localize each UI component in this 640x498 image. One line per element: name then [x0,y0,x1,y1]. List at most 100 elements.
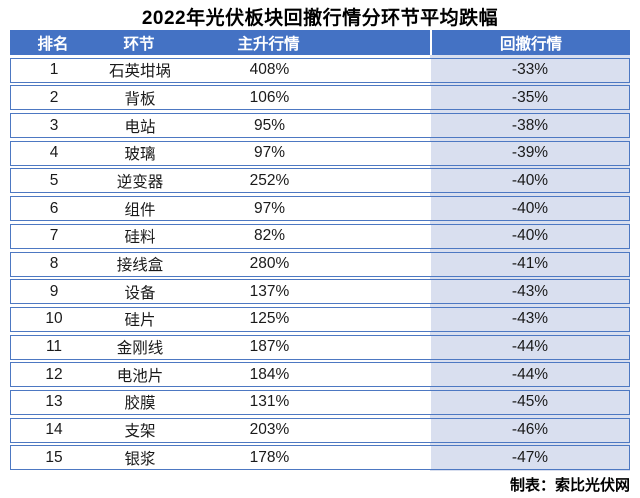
drawdown-cell: -38% [511,116,549,134]
rank-cell: 15 [11,446,97,470]
spacer-cell [356,446,431,470]
rank-cell: 7 [11,224,97,248]
segment-cell: 电池片 [97,363,183,387]
segment-cell: 支架 [97,418,183,442]
segment-cell: 石英坩埚 [97,58,183,82]
rise-cell: 95% [183,114,356,138]
table-row: 8 接线盒 280% -41% [10,251,630,277]
table-row: 1 石英坩埚 408% -33% [10,57,630,83]
spacer-cell [356,280,431,304]
spacer-cell [356,169,431,193]
segment-cell: 设备 [97,280,183,304]
rank-cell: 12 [11,363,97,387]
segment-cell: 银浆 [97,446,183,470]
rise-cell: 280% [183,252,356,276]
rise-cell: 178% [183,446,356,470]
header-rank: 排名 [37,35,69,53]
source-credit: 制表：索比光伏网 [509,477,630,494]
rank-cell: 2 [11,86,97,110]
segment-cell: 背板 [97,86,183,110]
segment-cell: 金刚线 [97,335,183,359]
page-title: 2022年光伏板块回撤行情分环节平均跌幅 [141,8,499,29]
rank-cell: 4 [11,141,97,165]
spacer-cell [356,307,431,331]
table-row: 6 组件 97% -40% [10,196,630,222]
rise-cell: 187% [183,335,356,359]
spacer-cell [356,114,431,138]
spacer-cell [356,86,431,110]
segment-cell: 胶膜 [97,390,183,414]
rise-cell: 97% [183,141,356,165]
segment-cell: 玻璃 [97,141,183,165]
table-row: 3 电站 95% -38% [10,113,630,139]
spacer-cell [356,141,431,165]
rank-cell: 3 [11,114,97,138]
table-row: 15 银浆 178% -47% [10,445,630,471]
spacer-cell [356,252,431,276]
drawdown-cell: -47% [511,448,549,466]
table-row: 5 逆变器 252% -40% [10,168,630,194]
segment-cell: 硅料 [97,224,183,248]
rank-cell: 5 [11,169,97,193]
header-rise: 主升行情 [237,35,300,53]
rise-cell: 131% [183,390,356,414]
spacer-cell [356,335,431,359]
rank-cell: 13 [11,390,97,414]
rise-cell: 408% [183,58,356,82]
spacer-cell [356,418,431,442]
table-row: 14 支架 203% -46% [10,417,630,443]
drawdown-cell: -45% [511,393,549,411]
table-row: 11 金刚线 187% -44% [10,334,630,360]
header-spacer [355,30,430,55]
rank-cell: 9 [11,280,97,304]
table-row: 7 硅料 82% -40% [10,223,630,249]
spacer-cell [356,390,431,414]
spacer-cell [356,224,431,248]
segment-cell: 电站 [97,114,183,138]
table-row: 13 胶膜 131% -45% [10,389,630,415]
drawdown-cell: -40% [511,171,549,189]
table-row: 9 设备 137% -43% [10,279,630,305]
segment-cell: 组件 [97,197,183,221]
table-body: 1 石英坩埚 408% -33% 2 背板 106% -35% 3 电站 95%… [10,57,630,471]
rise-cell: 97% [183,197,356,221]
drawdown-cell: -44% [511,338,549,356]
spacer-cell [356,363,431,387]
rise-cell: 82% [183,224,356,248]
rank-cell: 1 [11,58,97,82]
drawdown-cell: -35% [511,88,549,106]
rank-cell: 11 [11,335,97,359]
segment-cell: 硅片 [97,307,183,331]
table-row: 10 硅片 125% -43% [10,306,630,332]
rise-cell: 106% [183,86,356,110]
rise-cell: 184% [183,363,356,387]
drawdown-cell: -33% [511,61,549,79]
rise-cell: 137% [183,280,356,304]
drawdown-cell: -44% [511,365,549,383]
rank-cell: 14 [11,418,97,442]
rise-cell: 252% [183,169,356,193]
drawdown-cell: -40% [511,227,549,245]
spacer-cell [356,197,431,221]
header-segment: 环节 [123,35,155,53]
header-drawdown: 回撤行情 [430,30,630,55]
rank-cell: 8 [11,252,97,276]
table-row: 12 电池片 184% -44% [10,362,630,388]
drawdown-cell: -46% [511,421,549,439]
drawdown-cell: -43% [511,282,549,300]
spacer-cell [356,58,431,82]
rank-cell: 6 [11,197,97,221]
drawdown-cell: -40% [511,199,549,217]
table-row: 4 玻璃 97% -39% [10,140,630,166]
segment-cell: 逆变器 [97,169,183,193]
drawdown-cell: -43% [511,310,549,328]
drawdown-column-highlight [430,55,630,471]
drawdown-cell: -39% [511,144,549,162]
table-header-row: 排名 环节 主升行情 回撤行情 [10,30,630,55]
drawdown-cell: -41% [511,255,549,272]
segment-cell: 接线盒 [97,252,183,276]
rank-cell: 10 [11,307,97,331]
table-row: 2 背板 106% -35% [10,85,630,111]
data-table: 排名 环节 主升行情 回撤行情 1 石英坩埚 408% -33% 2 背板 10… [10,30,630,471]
